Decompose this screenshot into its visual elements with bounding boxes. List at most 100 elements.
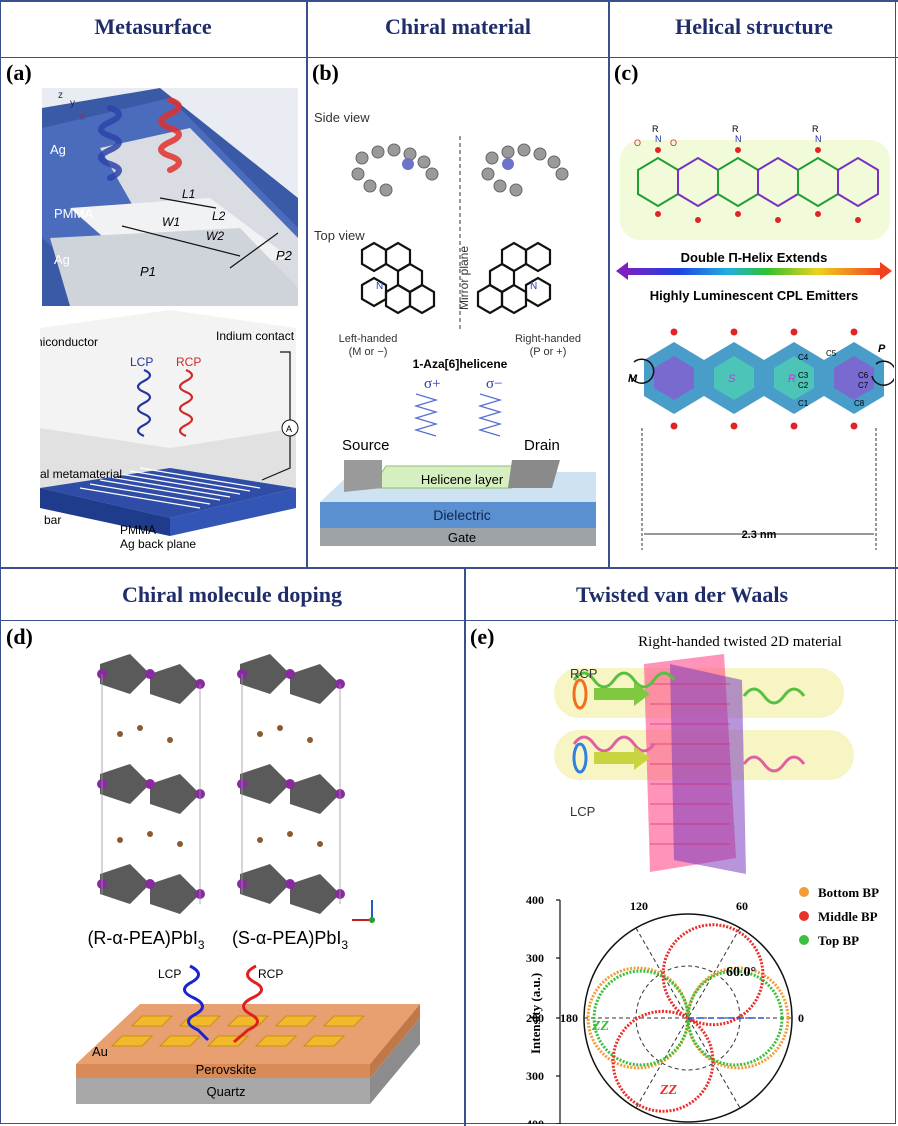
- quartz-label: Quartz: [206, 1084, 245, 1099]
- panel-label-d: (d): [6, 624, 33, 649]
- perovskite-device: [76, 1004, 420, 1104]
- row-separator: [0, 567, 898, 569]
- top-border: [0, 0, 898, 2]
- P2-label: P2: [276, 248, 293, 263]
- rtick-400-top: 400: [526, 893, 544, 907]
- light-waves: [413, 393, 503, 437]
- col-separator-ab: [306, 0, 308, 567]
- panel-d-doping-figure: (R-α-PEA)PbI3 (S-α-PEA)PbI3 LCP RCP Au P…: [40, 644, 460, 1124]
- source-label: Source: [342, 437, 390, 454]
- svg-text:N: N: [815, 134, 822, 144]
- top-view-label: Top view: [314, 228, 365, 243]
- right-handed-label: Right-handed: [515, 333, 581, 345]
- panel-e-svg: Right-handed twisted 2D material RCP LCP: [526, 634, 879, 1124]
- ammeter-symbol: A: [286, 424, 292, 434]
- P1-label: P1: [140, 264, 156, 279]
- rtick-200: 200: [526, 1011, 544, 1025]
- legend-top-bp: Top BP: [818, 933, 859, 948]
- legend-bottom-bp: Bottom BP: [818, 885, 879, 900]
- left-handed-label: Left-handed: [339, 333, 398, 345]
- header-chiral-material: Chiral material: [384, 14, 532, 39]
- svg-text:N: N: [655, 134, 662, 144]
- zz-label-2: ZZ: [659, 1083, 678, 1098]
- sigma-plus: σ+: [424, 376, 441, 392]
- angle-120: 120: [630, 899, 648, 913]
- svg-text:C1: C1: [798, 399, 809, 408]
- lcp-label-e: LCP: [570, 804, 595, 819]
- panel-label-e: (e): [470, 624, 495, 649]
- L2-label: L2: [212, 209, 226, 223]
- compound-name: 1-Aza[6]helicene: [413, 357, 508, 371]
- twisted-material-illustration: [554, 654, 854, 874]
- angle-180: 180: [560, 1011, 578, 1025]
- svg-text:R: R: [732, 124, 739, 134]
- svg-text:C5: C5: [826, 349, 837, 358]
- ag-top-label: Ag: [50, 142, 66, 157]
- legend-middle-bp: Middle BP: [818, 909, 878, 924]
- sigma-minus: σ−: [486, 376, 503, 392]
- bus-bar-label: Bus bar: [40, 513, 61, 527]
- drain-label: Drain: [524, 437, 560, 454]
- polar-plot: [583, 913, 793, 1123]
- crystal-structures: [97, 654, 375, 923]
- semiconductor-label: Semiconductor: [40, 335, 98, 349]
- au-label: Au: [92, 1044, 108, 1059]
- pmma-label-2: PMMA: [120, 523, 156, 537]
- rtick-300-top: 300: [526, 951, 544, 965]
- rcp-label-a: RCP: [176, 355, 201, 369]
- photodetector-illustration: [40, 310, 299, 536]
- col-separator-bc: [608, 0, 610, 567]
- W2-label: W2: [206, 229, 224, 243]
- header-chiral-molecule-doping: Chiral molecule doping: [121, 582, 342, 607]
- atom-labels: C4 C5 C3 C2 C6 C7 C1 C8: [798, 349, 869, 408]
- top-view-structures: [360, 241, 552, 315]
- helix-caption-1: Double Π-Helix Extends: [681, 250, 828, 265]
- axis-z-label: z: [58, 90, 63, 101]
- panel-b-svg: Side view Top view Mirror plane N N Left…: [314, 110, 596, 546]
- rtick-300-bottom: 300: [526, 1069, 544, 1083]
- header-helical-structure: Helical structure: [675, 14, 833, 39]
- helix-P-label: P: [878, 343, 886, 355]
- L1-label: L1: [182, 187, 195, 201]
- mirror-plane-label: Mirror plane: [457, 246, 471, 310]
- header-twisted-vdw: Twisted van der Waals: [575, 582, 789, 607]
- nitrogen-left: N: [376, 281, 383, 292]
- header-separator-top: [0, 57, 898, 58]
- panel-c-svg: R R R O O N N N Double Π-Helix Extends H…: [616, 124, 894, 550]
- perovskite-label: Perovskite: [196, 1062, 257, 1077]
- panel-e-twisted-vdw-figure: Right-handed twisted 2D material RCP LCP: [474, 624, 894, 1124]
- angle-annotation: 60.0°: [726, 965, 756, 980]
- right-handed-sub: (P or +): [530, 346, 567, 358]
- indium-contact-label: Indium contact: [216, 329, 295, 343]
- panel-label-c: (c): [614, 60, 639, 85]
- svg-text:O: O: [670, 138, 677, 148]
- left-handed-sub: (M or −): [349, 346, 388, 358]
- rcp-label-e: RCP: [570, 666, 597, 681]
- ag-bottom-label: Ag: [54, 252, 70, 267]
- rcp-label-d: RCP: [258, 967, 283, 981]
- svg-text:R: R: [812, 124, 819, 134]
- rainbow-double-arrow: [616, 262, 892, 280]
- radial-axis: [556, 899, 561, 1124]
- header-metasurface: Metasurface: [94, 14, 212, 39]
- ag-back-plane-label: Ag back plane: [120, 537, 196, 551]
- svg-text:C3: C3: [798, 371, 809, 380]
- lcp-label-d: LCP: [158, 967, 181, 981]
- dimension-arrows: [121, 197, 279, 269]
- transistor-stack: [320, 460, 596, 546]
- angle-0: 0: [798, 1011, 804, 1025]
- svg-text:N: N: [735, 134, 742, 144]
- y-axis-label: Intensity (a.u.): [528, 973, 543, 1054]
- double-helix-structure: [620, 140, 890, 240]
- scale-label: 2.3 nm: [742, 529, 777, 541]
- angle-60: 60: [736, 899, 748, 913]
- helicene-layer-label: Helicene layer: [421, 472, 504, 487]
- svg-text:R: R: [652, 124, 659, 134]
- nitrogen-right: N: [530, 281, 537, 292]
- axis-y-label: y: [70, 98, 75, 109]
- polar-curves: [586, 923, 790, 1113]
- panel-b-chiral-material-figure: Side view Top view Mirror plane N N Left…: [312, 100, 604, 560]
- svg-text:C2: C2: [798, 381, 809, 390]
- r-pea-formula: (R-α-PEA)PbI3: [87, 928, 204, 952]
- svg-text:C7: C7: [858, 381, 869, 390]
